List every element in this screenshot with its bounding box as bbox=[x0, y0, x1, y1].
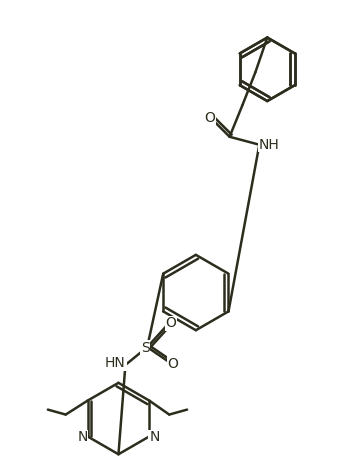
Text: HN: HN bbox=[105, 356, 126, 370]
Text: O: O bbox=[166, 316, 176, 330]
Text: O: O bbox=[204, 111, 215, 125]
Text: S: S bbox=[141, 341, 150, 355]
Text: NH: NH bbox=[259, 138, 280, 152]
Text: N: N bbox=[77, 431, 88, 445]
Text: O: O bbox=[168, 357, 179, 371]
Text: N: N bbox=[149, 431, 160, 445]
